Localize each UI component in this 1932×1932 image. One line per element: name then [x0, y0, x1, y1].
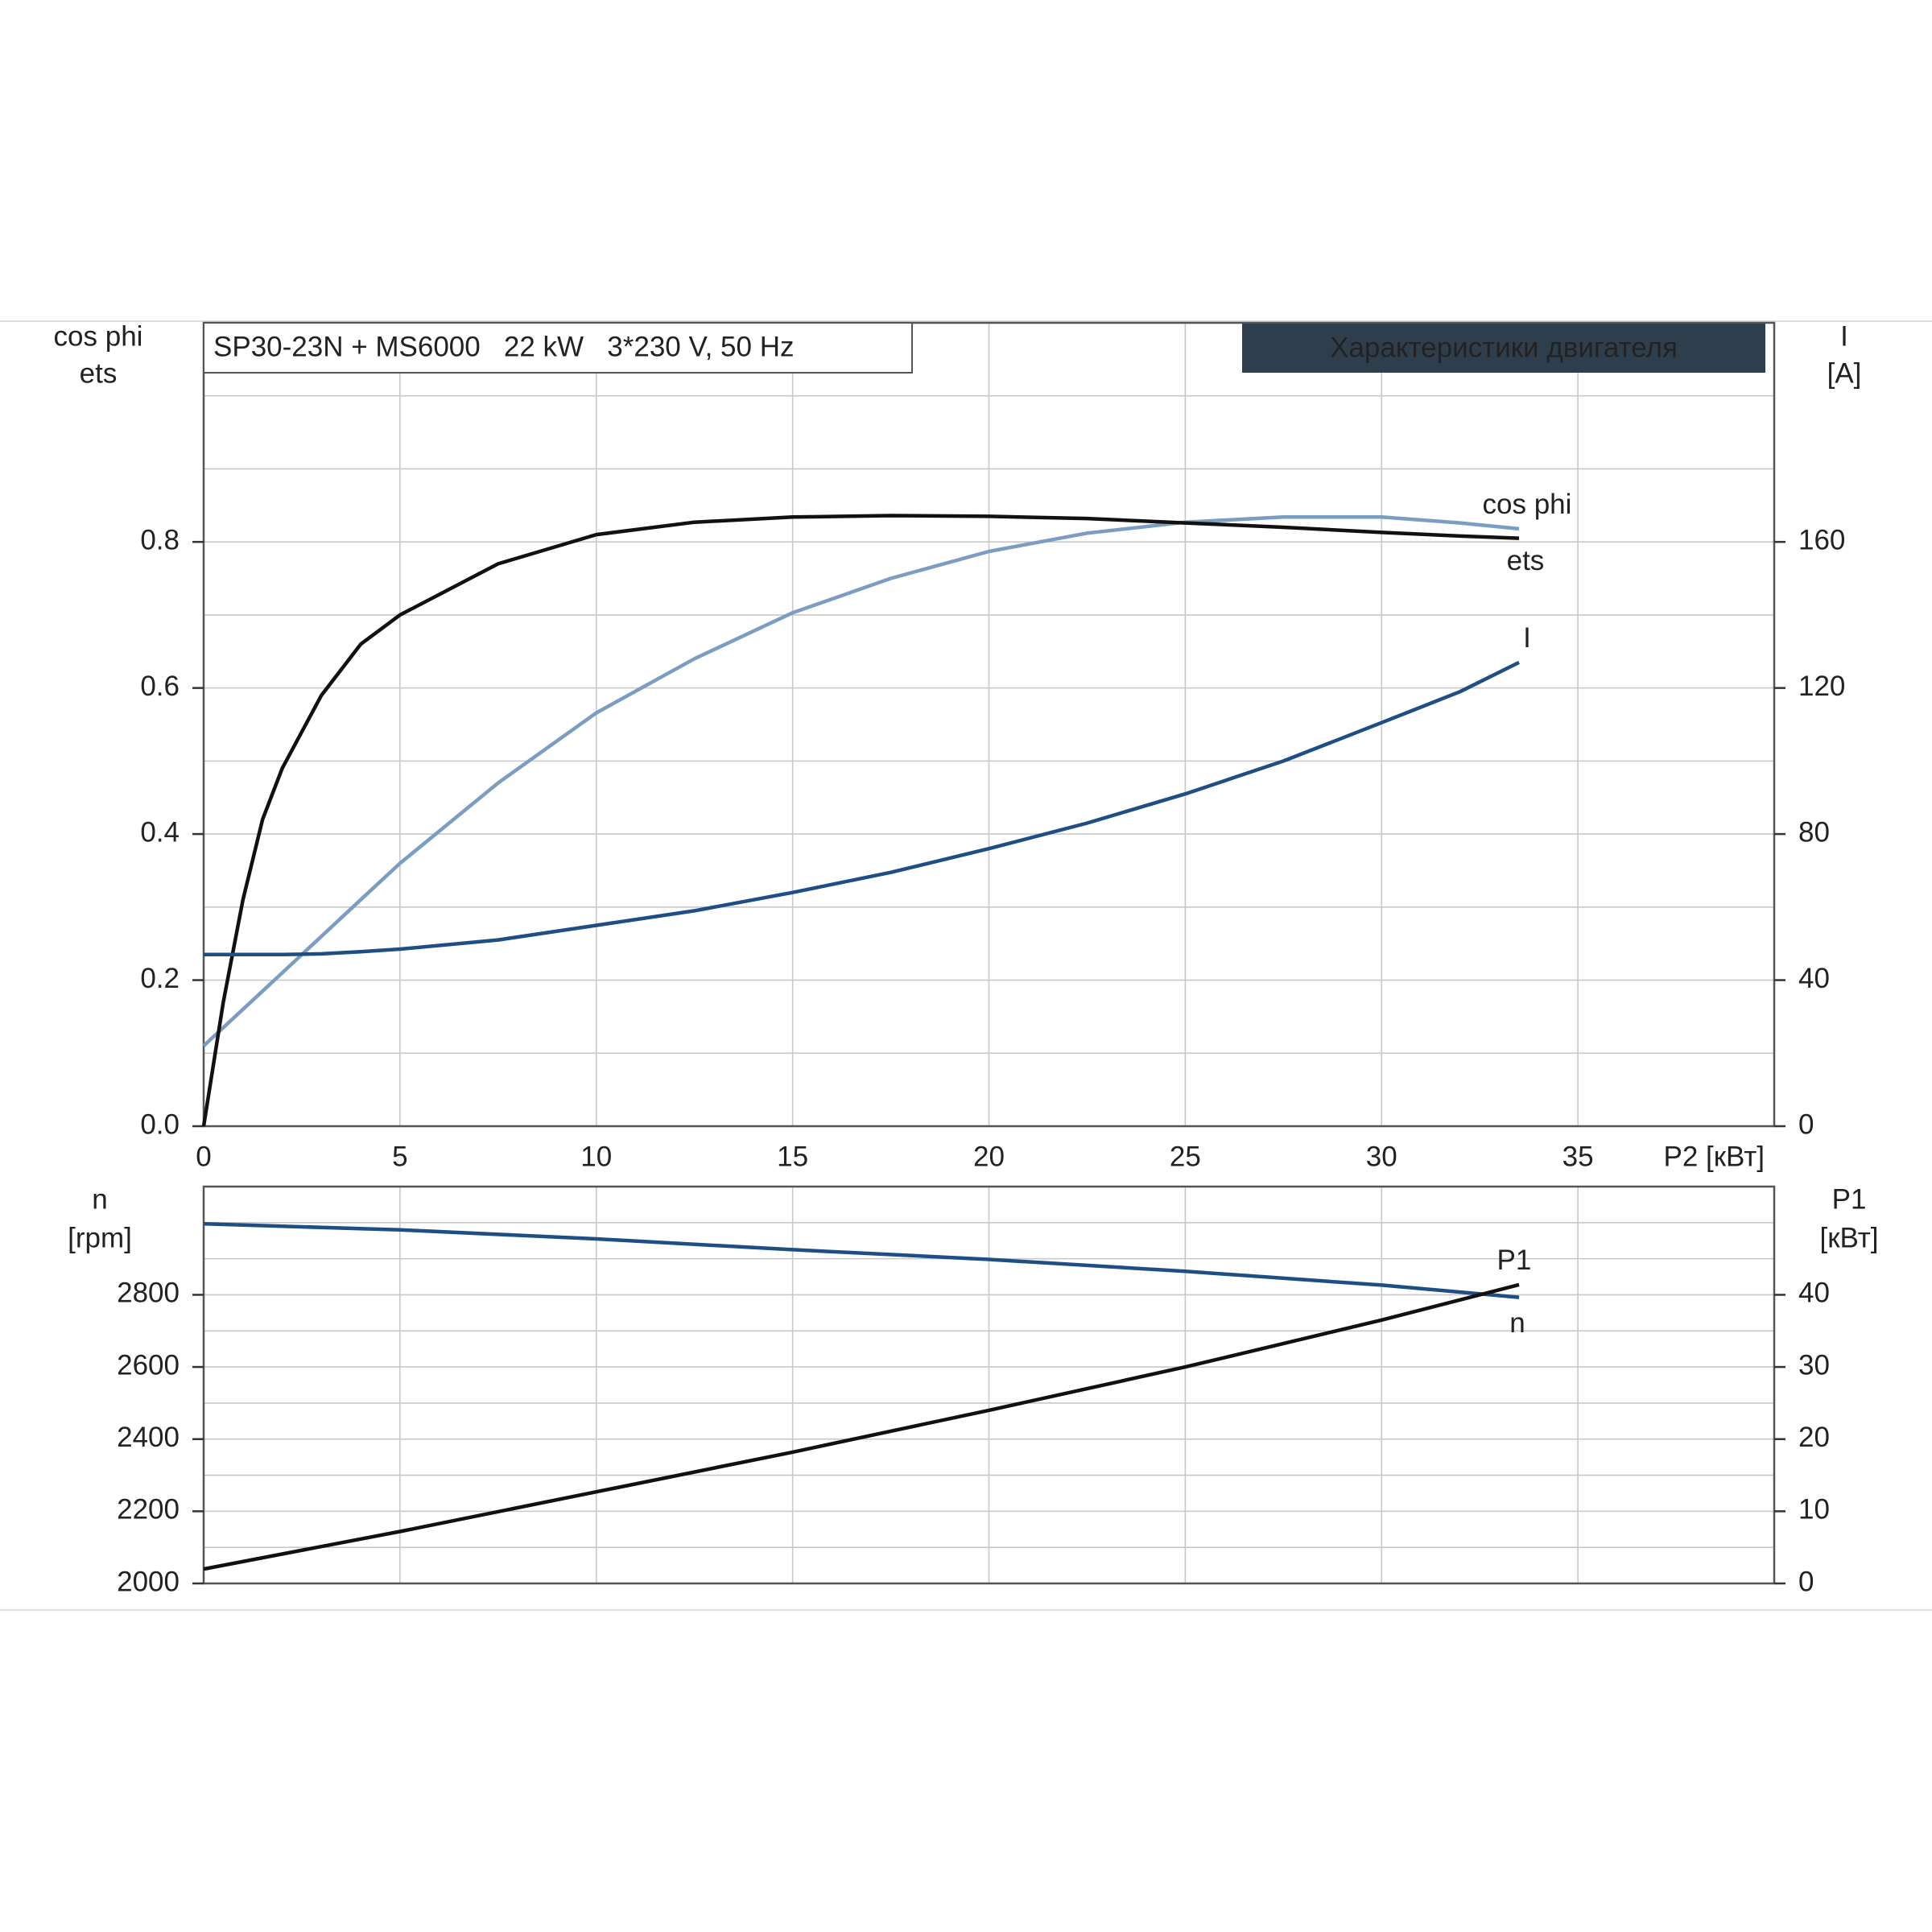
y2-tick-label: 40	[1798, 1278, 1830, 1309]
y-tick-label: 0.0	[140, 1108, 180, 1140]
x-tick-label: 0	[196, 1141, 211, 1172]
y-axis-label: [rpm]	[68, 1222, 132, 1253]
y-tick-label: 2000	[117, 1566, 180, 1597]
y-tick-label: 2400	[117, 1422, 180, 1453]
y2-tick-label: 0	[1798, 1108, 1814, 1140]
chart-title: SP30-23N + MS6000 22 kW 3*230 V, 50 Hz	[213, 331, 794, 362]
x-tick-label: 5	[392, 1141, 407, 1172]
series-label: I	[1523, 622, 1531, 654]
plot-frame	[202, 321, 1776, 1128]
y2-tick-label: 120	[1798, 671, 1845, 702]
y-tick-label: 0.6	[140, 671, 180, 702]
x-tick-label: 15	[777, 1141, 808, 1172]
plot-frame	[202, 1185, 1776, 1585]
y-tick-label: 2600	[117, 1349, 180, 1381]
y2-tick-label: 40	[1798, 963, 1830, 994]
y2-tick-label: 160	[1798, 524, 1845, 555]
x-axis-label: P2 [кВт]	[1663, 1141, 1765, 1172]
series-line	[203, 1221, 1520, 1299]
title-box	[203, 322, 913, 374]
series-line	[203, 1282, 1520, 1571]
y-tick-label: 0.2	[140, 963, 180, 994]
y-tick-label: 0.8	[140, 524, 180, 555]
y2-axis-label: [кВт]	[1820, 1222, 1879, 1253]
y-axis-label: cos phi	[54, 320, 143, 352]
series-line	[201, 514, 1520, 1127]
y2-tick-label: 30	[1798, 1349, 1830, 1381]
y-tick-label: 2800	[117, 1278, 180, 1309]
header-badge-text: Характеристики двигателя	[1330, 332, 1678, 363]
y-axis-label: ets	[80, 357, 118, 389]
y-tick-label: 0.4	[140, 816, 180, 848]
y-tick-label: 2200	[117, 1494, 180, 1525]
y-axis-label: n	[92, 1183, 107, 1215]
x-tick-label: 25	[1170, 1141, 1201, 1172]
x-tick-label: 10	[580, 1141, 612, 1172]
x-tick-label: 20	[973, 1141, 1005, 1172]
x-tick-label: 30	[1366, 1141, 1397, 1172]
series-label: ets	[1507, 545, 1545, 576]
series-label: n	[1509, 1307, 1525, 1339]
y2-axis-label: P1	[1832, 1183, 1867, 1215]
series-label: cos phi	[1483, 489, 1572, 520]
y2-tick-label: 0	[1798, 1566, 1814, 1597]
y2-axis-label: [A]	[1827, 357, 1862, 389]
y2-axis-label: I	[1840, 320, 1848, 352]
series-line	[202, 515, 1520, 1047]
y2-tick-label: 80	[1798, 816, 1830, 848]
header-badge	[1242, 324, 1765, 373]
x-tick-label: 35	[1563, 1141, 1594, 1172]
series-label: P1	[1497, 1245, 1532, 1276]
y2-tick-label: 20	[1798, 1422, 1830, 1453]
series-line	[204, 660, 1520, 957]
y2-tick-label: 10	[1798, 1494, 1830, 1525]
